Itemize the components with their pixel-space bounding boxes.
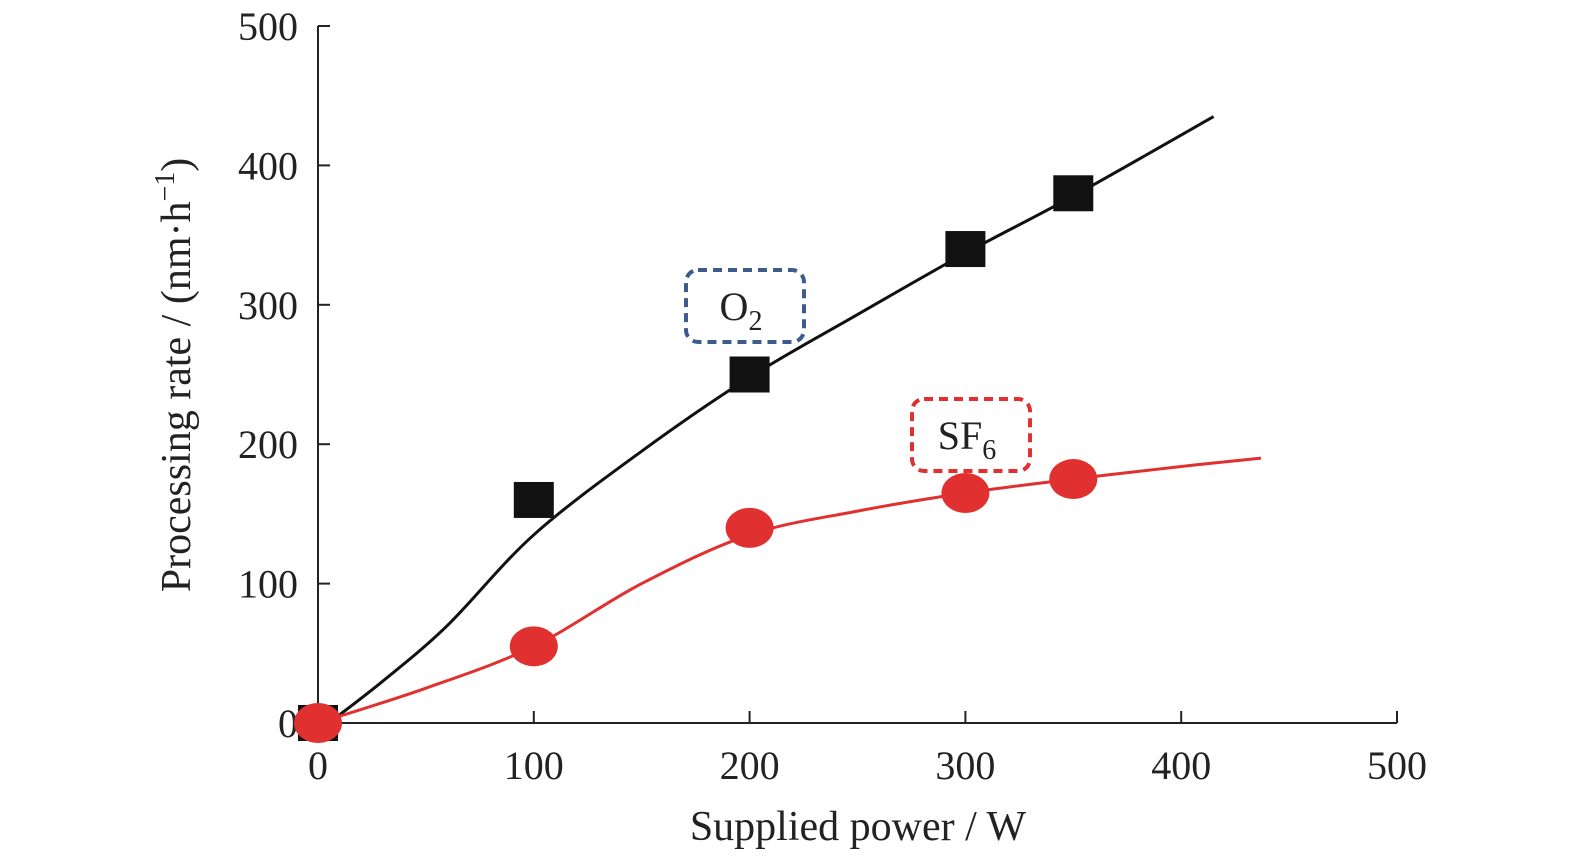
series-annotations: O2 SF6 <box>684 268 1032 473</box>
sf6-fit-line <box>317 456 1262 725</box>
o2-point <box>513 481 554 518</box>
y-tick-label: 0 <box>278 701 298 746</box>
y-tick-label: 500 <box>238 4 298 49</box>
sf6-point <box>941 472 990 513</box>
o2-label: O2 <box>720 284 763 337</box>
y-tick-label: 100 <box>238 562 298 607</box>
o2-label-box <box>684 268 806 344</box>
o2-point <box>729 356 770 393</box>
y-tick-label: 400 <box>238 143 298 188</box>
sf6-label-box <box>910 397 1032 473</box>
x-axis-title: Supplied power / W <box>690 804 1027 850</box>
sf6-point <box>509 626 558 667</box>
x-tick-label: 300 <box>935 743 995 788</box>
axes: 0 100 200 300 400 500 0 100 200 300 400 500 <box>238 4 1427 788</box>
y-axis-title-close: ) <box>154 158 200 172</box>
sf6-label: SF6 <box>938 413 997 466</box>
o2-fit-line <box>327 115 1215 725</box>
y-axis-title-main: Processing rate / (nm·h <box>154 202 200 593</box>
x-tick-label: 100 <box>504 743 564 788</box>
x-tick-label: 500 <box>1367 743 1427 788</box>
x-tick-label: 400 <box>1151 743 1211 788</box>
o2-point <box>945 231 986 268</box>
y-tick-label: 300 <box>238 283 298 328</box>
x-tick-label: 200 <box>720 743 780 788</box>
y-axis-title: Processing rate / (nm·h−1) <box>150 158 200 593</box>
sf6-point <box>294 703 342 743</box>
x-tick-label: 0 <box>308 743 328 788</box>
sf6-point <box>725 507 774 548</box>
plot-area <box>294 115 1262 743</box>
y-tick-label: 200 <box>238 422 298 467</box>
y-axis-title-exp: −1 <box>150 172 181 202</box>
o2-point <box>1053 175 1094 212</box>
sf6-point <box>1049 459 1098 500</box>
